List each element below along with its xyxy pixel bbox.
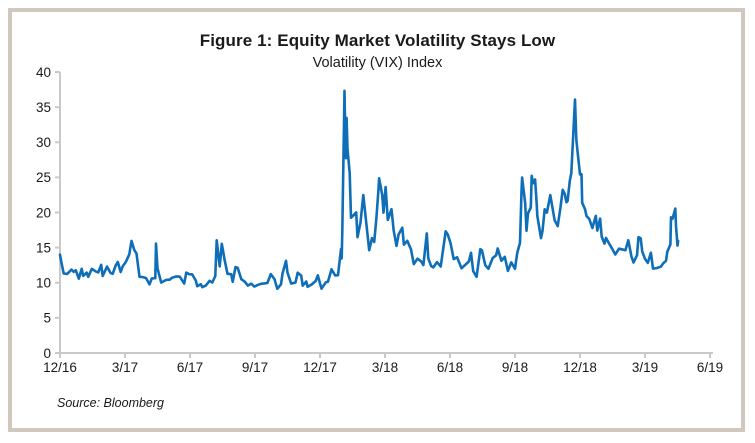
x-tick-label: 3/19 [632, 360, 658, 375]
y-tick-label: 30 [36, 135, 51, 150]
y-tick-label: 15 [36, 240, 51, 255]
x-tick-label: 9/17 [242, 360, 268, 375]
x-tick-label: 12/18 [563, 360, 597, 375]
x-tick-label: 3/18 [372, 360, 398, 375]
y-tick-label: 25 [36, 170, 51, 185]
x-tick-label: 12/17 [303, 360, 337, 375]
x-tick-label: 6/19 [697, 360, 723, 375]
chart-subtitle: Volatility (VIX) Index [312, 55, 443, 71]
y-tick-label: 35 [36, 100, 51, 115]
chart-title: Figure 1: Equity Market Volatility Stays… [199, 31, 556, 50]
y-tick-label: 20 [36, 205, 51, 220]
y-tick-label: 0 [43, 346, 51, 361]
vix-series-line [58, 89, 680, 291]
x-tick-label: 3/17 [112, 360, 138, 375]
y-tick-label: 5 [43, 311, 51, 326]
y-tick-label: 40 [36, 65, 51, 80]
x-tick-label: 9/18 [502, 360, 528, 375]
x-tick-label: 12/16 [43, 360, 77, 375]
x-tick-label: 6/17 [177, 360, 203, 375]
x-tick-label: 6/18 [437, 360, 463, 375]
source-label: Source: Bloomberg [57, 396, 165, 410]
y-tick-label: 10 [36, 276, 51, 291]
